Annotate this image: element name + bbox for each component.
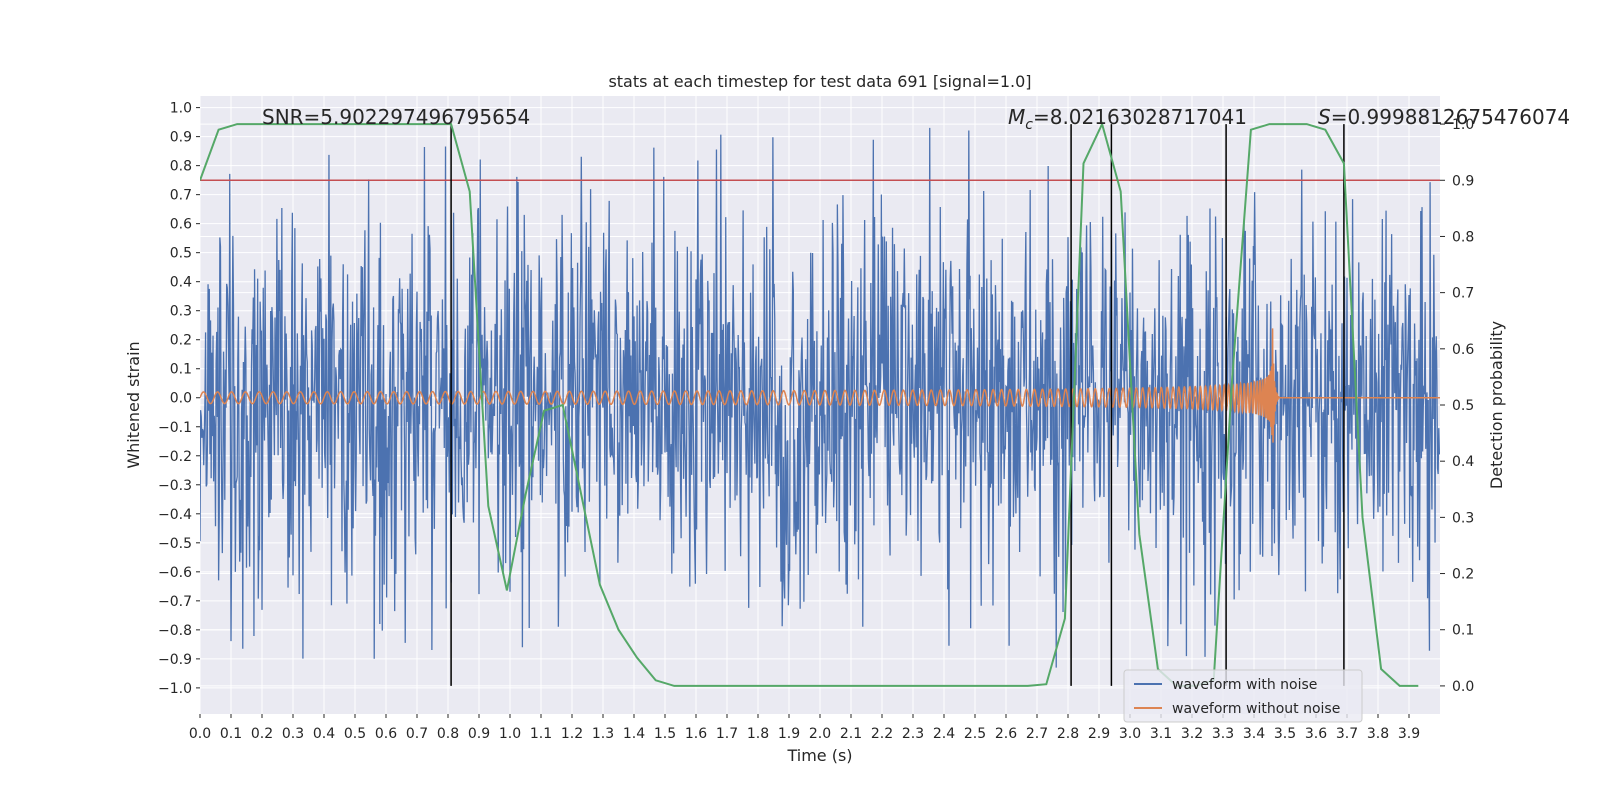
y-tick-label-18: −0.8 (158, 623, 192, 639)
x-tick-label-19: 1.9 (778, 726, 800, 742)
y2-tick-label-8: 0.2 (1452, 567, 1474, 583)
y2-tick-label-2: 0.8 (1452, 229, 1474, 245)
x-tick-label-16: 1.6 (685, 726, 707, 742)
x-tick-label-37: 3.7 (1336, 726, 1358, 742)
y-tick-label-10: 0.0 (170, 391, 192, 407)
y-tick-label-19: −0.9 (158, 652, 192, 668)
y2-tick-label-1: 0.9 (1452, 173, 1474, 189)
x-tick-label-34: 3.4 (1243, 726, 1265, 742)
chart-title: stats at each timestep for test data 691… (608, 72, 1031, 91)
vertical-marker-lines (450, 124, 1345, 686)
x-tick-label-17: 1.7 (716, 726, 738, 742)
y-tick-label-14: −0.4 (158, 507, 192, 523)
y2-tick-label-6: 0.4 (1452, 454, 1474, 470)
x-tick-label-18: 1.8 (747, 726, 769, 742)
y2-axis-ticks: 1.0 0.9 0.8 0.7 0.6 0.5 0.4 0.3 0.2 0.1 0.0 (1440, 117, 1474, 695)
x-tick-label-25: 2.5 (964, 726, 986, 742)
x-tick-label-27: 2.7 (1026, 726, 1048, 742)
y2-tick-label-5: 0.5 (1452, 398, 1474, 414)
annotation-chirp-mass-value: =8.02163028717041 (1033, 105, 1247, 129)
y-axis-label: Whitened strain (124, 341, 143, 468)
x-tick-label-4: 0.4 (313, 726, 335, 742)
y-tick-label-4: 0.6 (170, 217, 192, 233)
y2-tick-label-9: 0.1 (1452, 623, 1474, 639)
x-tick-label-24: 2.4 (933, 726, 955, 742)
y-tick-label-5: 0.5 (170, 246, 192, 262)
x-tick-label-12: 1.2 (561, 726, 583, 742)
y-axis-ticks: 1.0 0.9 0.8 0.7 0.6 0.5 0.4 0.3 0.2 0.1 0.0 −0.1 −0.… (158, 101, 200, 697)
y-tick-label-2: 0.8 (170, 159, 192, 175)
x-tick-label-29: 2.9 (1088, 726, 1110, 742)
annotation-chirp-mass-symbol: M (1008, 105, 1025, 129)
series-waveform-with-noise (200, 127, 1440, 668)
y-tick-label-1: 0.9 (170, 130, 192, 146)
x-tick-label-0: 0.0 (189, 726, 211, 742)
annotation-spin-value: =0.9998812675476074 (1331, 105, 1570, 129)
y-tick-label-11: −0.1 (158, 420, 192, 436)
legend-label-noise: waveform with noise (1172, 677, 1317, 693)
x-tick-label-2: 0.2 (251, 726, 273, 742)
y-tick-label-3: 0.7 (170, 188, 192, 204)
y-tick-label-13: −0.3 (158, 478, 192, 494)
y-tick-label-16: −0.6 (158, 565, 192, 581)
legend-box (1123, 669, 1363, 723)
x-tick-label-36: 3.6 (1305, 726, 1327, 742)
x-tick-label-11: 1.1 (530, 726, 552, 742)
y-tick-label-7: 0.3 (170, 304, 192, 320)
x-tick-label-10: 1.0 (499, 726, 521, 742)
annotation-spin: S=0.9998812675476074 (1318, 105, 1570, 129)
legend: waveform with noise waveform without noi… (1123, 669, 1363, 723)
x-tick-label-13: 1.3 (592, 726, 614, 742)
y-tick-label-17: −0.7 (158, 594, 192, 610)
x-tick-label-26: 2.6 (995, 726, 1017, 742)
x-tick-label-32: 3.2 (1181, 726, 1203, 742)
y-tick-label-12: −0.2 (158, 449, 192, 465)
x-tick-label-14: 1.4 (623, 726, 645, 742)
annotation-chirp-mass: Mc=8.02163028717041 (1008, 105, 1247, 133)
x-tick-label-33: 3.3 (1212, 726, 1234, 742)
y2-tick-label-3: 0.7 (1452, 286, 1474, 302)
y2-tick-label-10: 0.0 (1452, 679, 1474, 695)
x-tick-label-35: 3.5 (1274, 726, 1296, 742)
y2-tick-label-0: 1.0 (1452, 117, 1474, 133)
y2-tick-label-4: 0.6 (1452, 342, 1474, 358)
annotation-spin-symbol: S (1318, 105, 1331, 129)
y2-tick-label-7: 0.3 (1452, 510, 1474, 526)
x-tick-label-38: 3.8 (1367, 726, 1389, 742)
x-tick-label-28: 2.8 (1057, 726, 1079, 742)
annotation-snr: SNR=5.902297496795654 (262, 105, 530, 129)
x-axis-label: Time (s) (786, 746, 852, 765)
x-tick-label-15: 1.5 (654, 726, 676, 742)
y-tick-label-6: 0.4 (170, 275, 192, 291)
x-tick-label-39: 3.9 (1398, 726, 1420, 742)
series-waveform-without-noise (200, 328, 1440, 443)
x-tick-label-23: 2.3 (902, 726, 924, 742)
x-tick-label-21: 2.1 (840, 726, 862, 742)
y-tick-label-20: −1.0 (158, 681, 192, 697)
x-tick-label-31: 3.1 (1150, 726, 1172, 742)
y-tick-label-0: 1.0 (170, 101, 192, 117)
x-tick-label-30: 3.0 (1119, 726, 1141, 742)
y2-axis-label: Detection probability (1487, 321, 1506, 489)
x-tick-label-3: 0.3 (282, 726, 304, 742)
x-tick-label-20: 2.0 (809, 726, 831, 742)
x-tick-label-22: 2.2 (871, 726, 893, 742)
x-tick-label-6: 0.6 (375, 726, 397, 742)
annotation-chirp-mass-subscript: c (1025, 117, 1033, 133)
line-waveform-with-noise (200, 127, 1440, 668)
y-tick-label-8: 0.2 (170, 333, 192, 349)
x-tick-label-7: 0.7 (406, 726, 428, 742)
line-waveform-without-noise (200, 328, 1440, 443)
y-tick-label-9: 0.1 (170, 362, 192, 378)
x-tick-label-9: 0.9 (468, 726, 490, 742)
x-tick-label-5: 0.5 (344, 726, 366, 742)
legend-label-clean: waveform without noise (1172, 701, 1340, 717)
y-tick-label-15: −0.5 (158, 536, 192, 552)
x-tick-label-1: 0.1 (220, 726, 242, 742)
x-tick-label-8: 0.8 (437, 726, 459, 742)
